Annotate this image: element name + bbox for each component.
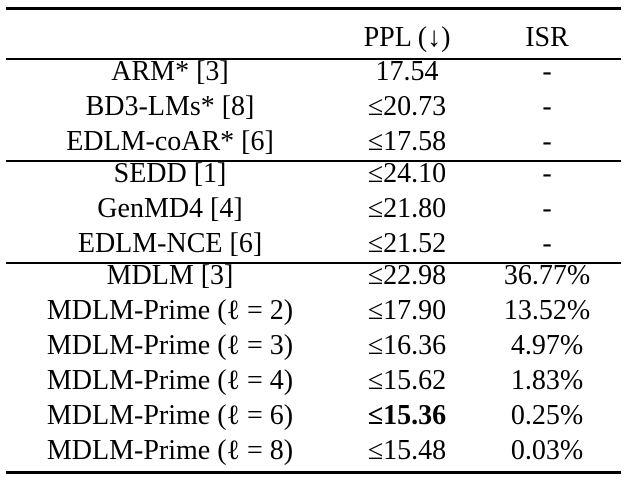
row-label: SEDD [1] <box>113 158 227 189</box>
row-label: ARM* [3] <box>111 56 229 87</box>
row-label: MDLM-Prime (ℓ = 8) <box>46 435 294 466</box>
value-cell: 13.52% <box>503 295 591 326</box>
value-cell: ≤16.36 <box>367 330 447 361</box>
value-cell: ≤21.80 <box>367 193 447 224</box>
value-cell: 0.25% <box>510 400 584 431</box>
table-rule <box>6 471 621 474</box>
value-cell: - <box>542 158 552 189</box>
value-cell: ≤15.62 <box>367 365 447 396</box>
value-cell: - <box>542 193 552 224</box>
row-label: GenMD4 [4] <box>97 193 243 224</box>
row-label: EDLM-NCE [6] <box>77 228 263 259</box>
value-cell: ≤15.36 <box>367 400 447 431</box>
value-cell: 1.83% <box>510 365 584 396</box>
value-cell: - <box>542 56 552 87</box>
row-label: BD3-LMs* [8] <box>85 91 255 122</box>
row-label: MDLM-Prime (ℓ = 3) <box>46 330 294 361</box>
table-rule <box>6 160 621 162</box>
row-label: MDLM-Prime (ℓ = 2) <box>46 295 294 326</box>
value-cell: ≤21.52 <box>367 228 447 259</box>
row-label: EDLM-coAR* [6] <box>66 126 274 157</box>
value-cell: - <box>542 126 552 157</box>
header-cell: PPL (↓) <box>363 22 451 53</box>
value-cell: ≤15.48 <box>367 435 447 466</box>
value-cell: ≤17.90 <box>367 295 447 326</box>
value-cell: - <box>542 91 552 122</box>
table-rule <box>6 262 621 264</box>
value-cell: ≤22.98 <box>367 260 447 291</box>
value-cell: 4.97% <box>510 330 584 361</box>
row-label: MDLM-Prime (ℓ = 4) <box>46 365 294 396</box>
row-label: MDLM-Prime (ℓ = 6) <box>46 400 294 431</box>
value-cell: 17.54 <box>375 56 439 87</box>
value-cell: 36.77% <box>503 260 591 291</box>
table-rule <box>6 7 621 10</box>
value-cell: ≤24.10 <box>367 158 447 189</box>
table-rule <box>6 58 621 60</box>
value-cell: ≤20.73 <box>367 91 447 122</box>
row-label: MDLM [3] <box>106 260 234 291</box>
value-cell: - <box>542 228 552 259</box>
header-cell: ISR <box>525 22 569 53</box>
value-cell: ≤17.58 <box>367 126 447 157</box>
value-cell: 0.03% <box>510 435 584 466</box>
